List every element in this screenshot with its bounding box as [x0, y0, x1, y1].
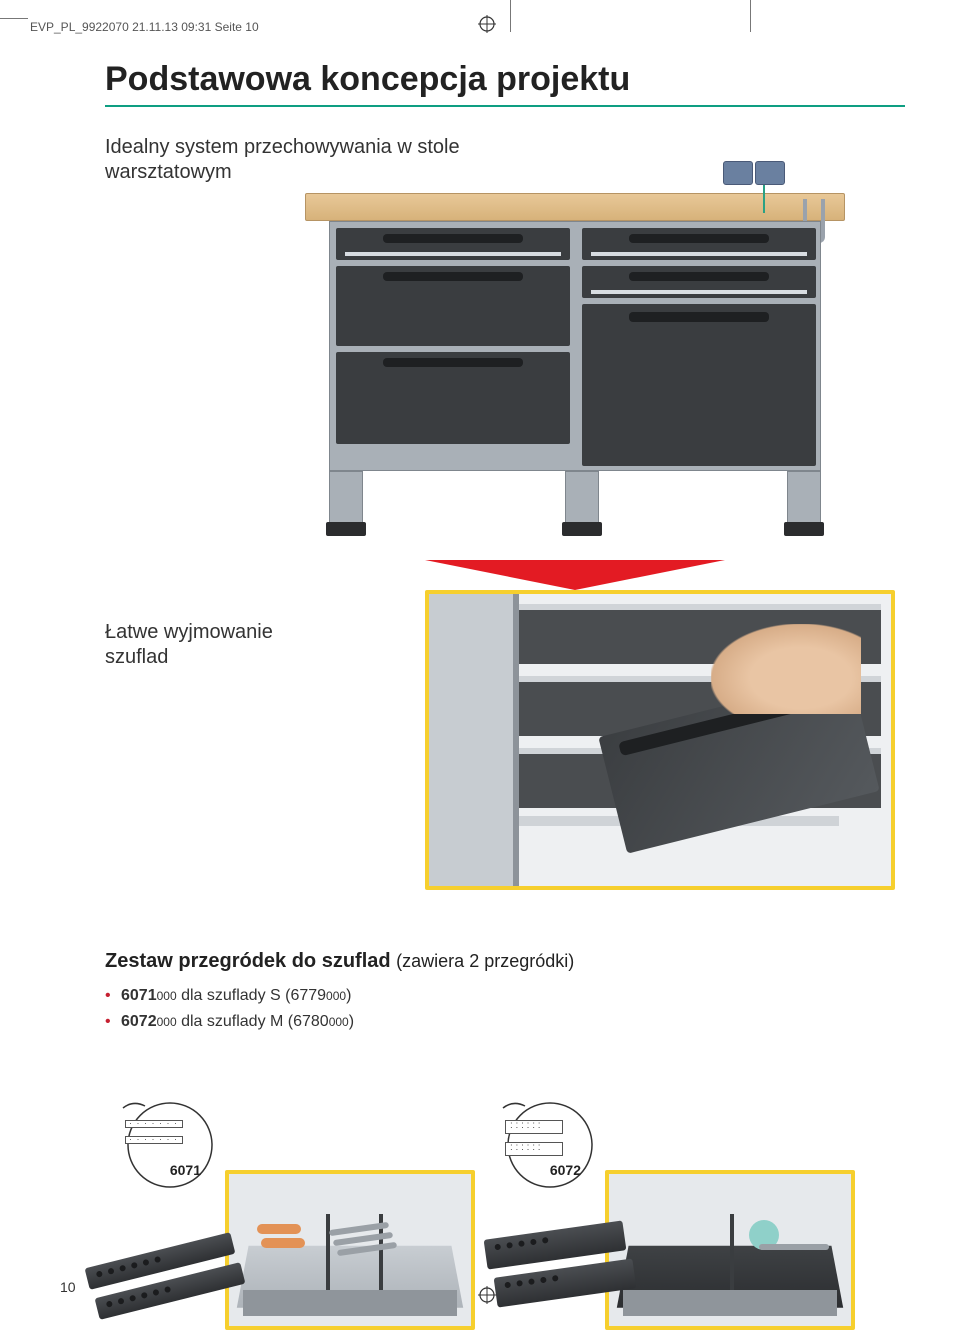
bench-leg [565, 471, 599, 535]
drawer-photo-m [605, 1170, 855, 1330]
bench-vise-icon [723, 155, 793, 199]
cabinet-left [336, 228, 570, 466]
drawer-photo-s [225, 1170, 475, 1330]
workbench-illustration [285, 155, 865, 535]
crop-mark [510, 0, 511, 32]
section2: Łatwe wyjmowanie szuflad [105, 620, 905, 680]
page-number: 10 [60, 1279, 76, 1295]
registration-mark-bottom-icon [478, 1286, 496, 1309]
section3: Zestaw przegródek do szuflad (zawiera 2 … [105, 950, 905, 1034]
title-rule [105, 105, 905, 107]
bench-leg [787, 471, 821, 535]
balloon-label: 6072 [550, 1162, 581, 1178]
drawer [336, 228, 570, 260]
bench-leg [329, 471, 363, 535]
list-item: 6071000 dla szuflady S (6779000) [105, 983, 905, 1009]
hand-icon [711, 624, 861, 714]
drawer [582, 266, 816, 298]
balloon-label: 6071 [170, 1162, 201, 1178]
section3-title: Zestaw przegródek do szuflad [105, 950, 391, 972]
crop-mark [750, 0, 751, 32]
crop-mark [0, 18, 28, 19]
drawer [336, 266, 570, 346]
list-item: 6072000 dla szuflady M (6780000) [105, 1009, 905, 1035]
print-runline: EVP_PL_9922070 21.11.13 09:31 Seite 10 [30, 20, 259, 34]
section1-line2: warsztatowym [105, 161, 232, 183]
section2-line1: Łatwe wyjmowanie [105, 621, 273, 643]
cabinet-door [582, 304, 816, 466]
drawer [336, 352, 570, 444]
cabinet [329, 221, 821, 471]
balloon-6071-icon: 6071 [115, 1090, 215, 1190]
balloon-6072-icon: 6072 [495, 1090, 595, 1190]
drawer [582, 228, 816, 260]
down-arrow-icon [425, 560, 725, 590]
section2-line2: szuflad [105, 646, 168, 668]
cabinet-right [582, 228, 816, 466]
page-title: Podstawowa koncepcja projektu [105, 60, 905, 99]
registration-mark-top-icon [478, 15, 496, 38]
product-icon-row: 6071 6072 [105, 1070, 905, 1330]
bullet-list: 6071000 dla szuflady S (6779000) 6072000… [105, 983, 905, 1034]
drawer-removal-photo [425, 590, 895, 890]
section3-paren: (zawiera 2 przegródki) [396, 951, 574, 971]
